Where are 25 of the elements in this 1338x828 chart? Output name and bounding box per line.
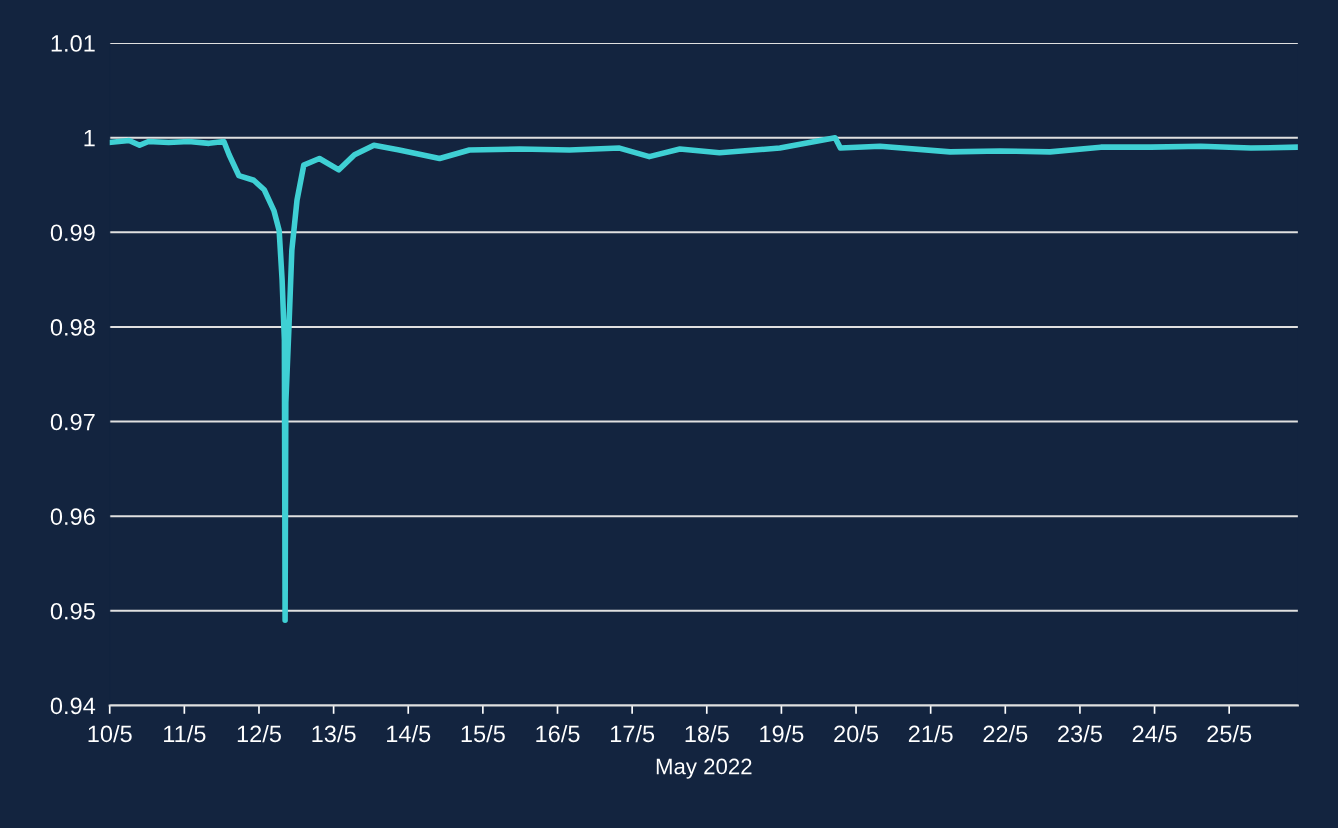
x-tick-label: 14/5 [387, 724, 431, 743]
x-tick-label: 22/5 [983, 724, 1028, 743]
x-tick-label: 11/5 [164, 724, 206, 743]
x-tick-label: 12/5 [237, 724, 281, 743]
x-tick-label: 16/5 [536, 724, 580, 743]
x-tick-label: 25/5 [1207, 724, 1252, 743]
y-tick-label: 1 [84, 130, 95, 147]
x-tick-label: 10/5 [88, 724, 132, 743]
x-tick-label: 21/5 [908, 724, 953, 743]
y-tick-label: 0.96 [50, 508, 95, 525]
x-axis-title: May 2022 [656, 758, 752, 779]
y-tick-label: 1.01 [51, 35, 95, 52]
y-tick-label: 0.94 [50, 697, 96, 715]
x-tick-label: 23/5 [1058, 724, 1102, 743]
x-tick-label: 19/5 [760, 724, 804, 743]
y-tick-label: 0.97 [50, 413, 95, 431]
x-tick-label: 13/5 [312, 724, 356, 743]
y-tick-label: 0.99 [50, 224, 95, 242]
y-tick-label: 0.98 [50, 319, 95, 336]
x-tick-label: 20/5 [834, 724, 879, 743]
x-tick-label: 15/5 [461, 724, 505, 743]
x-tick-label: 18/5 [685, 724, 729, 743]
y-tick-label: 0.95 [50, 602, 95, 620]
x-tick-label: 17/5 [610, 724, 655, 743]
x-tick-label: 24/5 [1132, 724, 1177, 743]
